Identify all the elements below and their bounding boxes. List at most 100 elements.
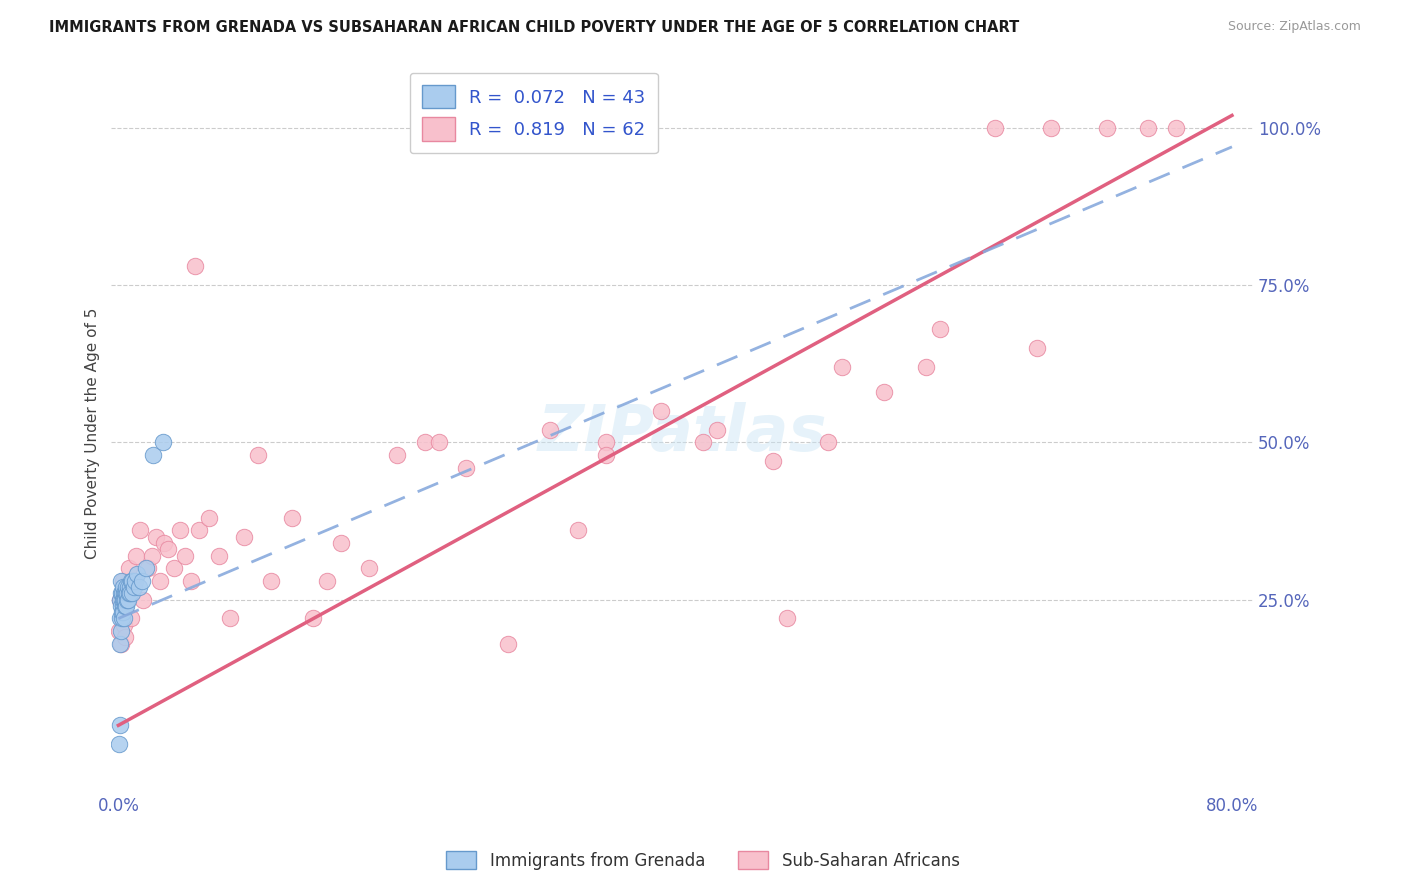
Point — [184, 260, 207, 274]
Point — [145, 530, 167, 544]
Point — [163, 561, 186, 575]
Point — [136, 561, 159, 575]
Point — [153, 536, 176, 550]
Point — [131, 574, 153, 588]
Point — [232, 530, 254, 544]
Point — [817, 435, 839, 450]
Point — [174, 549, 197, 563]
Point — [118, 580, 141, 594]
Point — [1095, 120, 1118, 135]
Point — [188, 524, 211, 538]
Point — [246, 448, 269, 462]
Point — [152, 435, 174, 450]
Point — [1040, 120, 1063, 135]
Point — [115, 586, 138, 600]
Point — [121, 586, 143, 600]
Point — [124, 574, 146, 588]
Point — [427, 435, 450, 450]
Point — [316, 574, 339, 588]
Point — [567, 524, 589, 538]
Point — [111, 611, 134, 625]
Point — [762, 454, 785, 468]
Point — [121, 574, 143, 588]
Point — [385, 448, 408, 462]
Point — [180, 574, 202, 588]
Point — [413, 435, 436, 450]
Point — [302, 611, 325, 625]
Text: Source: ZipAtlas.com: Source: ZipAtlas.com — [1227, 20, 1361, 33]
Point — [111, 592, 134, 607]
Point — [114, 630, 136, 644]
Point — [538, 423, 561, 437]
Point — [914, 359, 936, 374]
Point — [112, 611, 135, 625]
Point — [118, 586, 141, 600]
Point — [692, 435, 714, 450]
Point — [108, 718, 131, 732]
Point — [706, 423, 728, 437]
Point — [108, 611, 131, 625]
Point — [111, 586, 134, 600]
Point — [122, 580, 145, 594]
Point — [118, 561, 141, 575]
Point — [218, 611, 240, 625]
Point — [198, 511, 221, 525]
Point — [115, 592, 138, 607]
Point — [110, 586, 132, 600]
Point — [125, 549, 148, 563]
Point — [117, 580, 139, 594]
Point — [114, 599, 136, 613]
Point — [984, 120, 1007, 135]
Point — [112, 605, 135, 619]
Point — [114, 586, 136, 600]
Point — [128, 580, 150, 594]
Point — [831, 359, 853, 374]
Point — [142, 448, 165, 462]
Point — [1137, 120, 1160, 135]
Point — [114, 592, 136, 607]
Text: IMMIGRANTS FROM GRENADA VS SUBSAHARAN AFRICAN CHILD POVERTY UNDER THE AGE OF 5 C: IMMIGRANTS FROM GRENADA VS SUBSAHARAN AF… — [49, 20, 1019, 35]
Point — [157, 542, 180, 557]
Point — [108, 624, 131, 638]
Point — [108, 592, 131, 607]
Point — [111, 574, 134, 588]
Point — [114, 599, 136, 613]
Point — [117, 592, 139, 607]
Point — [127, 567, 149, 582]
Point — [110, 574, 132, 588]
Point — [112, 586, 135, 600]
Point — [115, 580, 138, 594]
Y-axis label: Child Poverty Under the Age of 5: Child Poverty Under the Age of 5 — [86, 307, 100, 558]
Point — [120, 586, 142, 600]
Point — [873, 385, 896, 400]
Point — [496, 637, 519, 651]
Point — [120, 611, 142, 625]
Point — [928, 322, 950, 336]
Point — [149, 574, 172, 588]
Point — [595, 435, 617, 450]
Point — [207, 549, 229, 563]
Point — [357, 561, 380, 575]
Point — [115, 586, 138, 600]
Point — [260, 574, 283, 588]
Point — [117, 586, 139, 600]
Point — [169, 524, 191, 538]
Point — [111, 580, 134, 594]
Point — [135, 561, 157, 575]
Point — [1166, 120, 1188, 135]
Text: ZIPatlas: ZIPatlas — [537, 402, 827, 464]
Point — [111, 611, 134, 625]
Point — [110, 599, 132, 613]
Point — [111, 599, 134, 613]
Point — [141, 549, 163, 563]
Point — [120, 574, 142, 588]
Point — [650, 404, 672, 418]
Point — [595, 448, 617, 462]
Point — [456, 460, 478, 475]
Point — [330, 536, 353, 550]
Point — [108, 737, 131, 751]
Point — [122, 574, 145, 588]
Point — [129, 524, 152, 538]
Legend: R =  0.072   N = 43, R =  0.819   N = 62: R = 0.072 N = 43, R = 0.819 N = 62 — [409, 72, 658, 153]
Point — [132, 592, 155, 607]
